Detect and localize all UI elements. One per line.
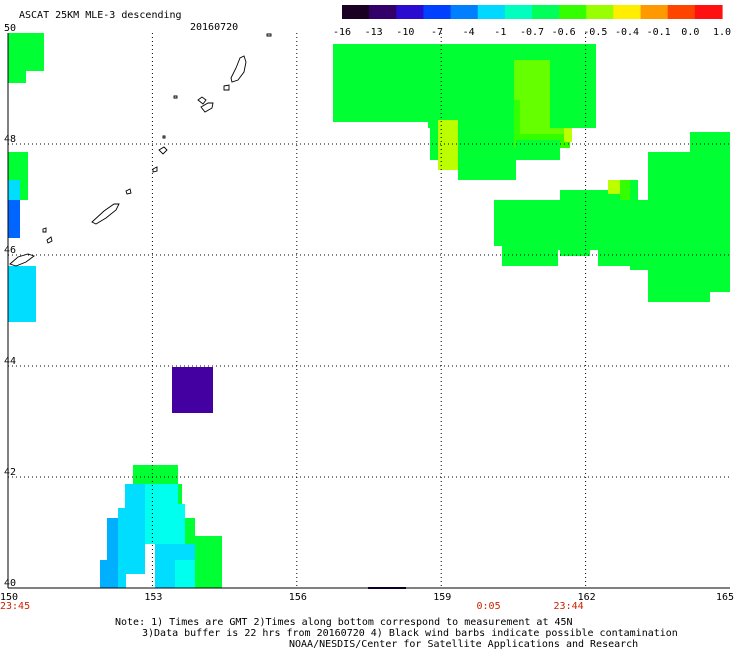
- lon-tick-label: 156: [289, 592, 307, 603]
- colorbar-swatch: [694, 5, 723, 19]
- lon-tick-label: 165: [716, 592, 734, 603]
- wind-data-pixels: [8, 33, 730, 589]
- data-pixel: [195, 536, 222, 588]
- product-date: 20160720: [190, 22, 238, 33]
- colorbar: -16 -13 -10 -7 -4 -1 -0.7 -0.6 -0.5 -0.4 -0.1 0.0 1.…: [333, 5, 731, 38]
- colorbar-swatch: [640, 5, 669, 19]
- data-pixel: [516, 140, 560, 160]
- data-pixel: [8, 33, 44, 71]
- colorbar-label: 0.0: [681, 27, 699, 38]
- data-pixel: [8, 71, 26, 83]
- lat-tick-label: 46: [4, 245, 16, 256]
- data-pixel: [145, 504, 185, 544]
- colorbar-label: -13: [365, 27, 383, 38]
- data-pixel: [550, 44, 596, 128]
- colorbar-swatch: [559, 5, 587, 19]
- axis-tick-labels: 150 153 156 159 162 165 50 48 46 44 42 40: [0, 23, 734, 603]
- data-pixel: [494, 200, 538, 246]
- data-pixel: [8, 180, 20, 200]
- data-pixel: [100, 560, 118, 588]
- colorbar-swatch: [504, 5, 533, 19]
- colorbar-label: -1: [494, 27, 506, 38]
- data-pixel: [125, 484, 145, 574]
- colorbar-label: -0.1: [647, 27, 671, 38]
- colorbar-swatch: [450, 5, 479, 19]
- colorbar-label: -7: [431, 27, 443, 38]
- time-label: 23:45: [0, 601, 30, 612]
- time-label: 0:05: [477, 601, 501, 612]
- colorbar-label: -16: [333, 27, 351, 38]
- colorbar-label: -0.6: [552, 27, 576, 38]
- colorbar-swatch: [477, 5, 506, 19]
- data-pixel: [710, 266, 730, 286]
- data-pixel: [372, 78, 428, 122]
- coastline: [9, 33, 272, 267]
- product-title: ASCAT 25KM MLE-3 descending: [19, 10, 182, 21]
- data-pixel: [8, 152, 28, 180]
- lon-tick-label: 153: [144, 592, 162, 603]
- lat-tick-label: 44: [4, 356, 16, 367]
- lat-tick-label: 42: [4, 467, 16, 478]
- data-pixel: [20, 180, 28, 200]
- lat-tick-label: 48: [4, 134, 16, 145]
- lat-lon-grid: [8, 33, 730, 588]
- data-pixel: [333, 44, 378, 122]
- time-labels: 23:45 0:05 23:44: [0, 601, 584, 612]
- data-pixel: [118, 508, 126, 588]
- colorbar-label: -0.4: [615, 27, 639, 38]
- data-pixel: [608, 180, 622, 194]
- data-pixel: [648, 266, 710, 302]
- lat-tick-label: 40: [4, 578, 16, 589]
- colorbar-swatch: [532, 5, 560, 19]
- lon-tick-label: 150: [0, 592, 18, 603]
- colorbar-label: -0.7: [520, 27, 544, 38]
- data-pixel: [8, 200, 20, 238]
- colorbar-label: 1.0: [713, 27, 731, 38]
- data-pixel: [172, 367, 213, 413]
- colorbar-swatch: [369, 5, 397, 19]
- data-pixel: [620, 180, 630, 200]
- lon-tick-label: 162: [578, 592, 596, 603]
- lon-tick-label: 159: [433, 592, 451, 603]
- data-pixel: [8, 266, 36, 322]
- time-label: 23:44: [554, 601, 584, 612]
- data-pixel: [438, 120, 458, 170]
- data-pixel: [145, 484, 180, 504]
- colorbar-label: -10: [396, 27, 414, 38]
- note-line-3: NOAA/NESDIS/Center for Satellite Applica…: [289, 639, 639, 650]
- colorbar-swatch: [342, 5, 370, 19]
- note-line-1: Note: 1) Times are GMT 2)Times along bot…: [115, 617, 573, 628]
- colorbar-swatch: [396, 5, 425, 19]
- colorbar-label: -0.5: [583, 27, 607, 38]
- note-line-2: 3)Data buffer is 22 hrs from 20160720 4)…: [142, 628, 678, 639]
- data-pixel: [690, 132, 730, 292]
- colorbar-swatch: [613, 5, 642, 19]
- data-pixel: [564, 120, 572, 142]
- colorbar-swatch: [586, 5, 615, 19]
- data-pixel: [178, 484, 182, 518]
- colorbar-swatch: [423, 5, 452, 19]
- colorbar-label: -4: [463, 27, 475, 38]
- lat-tick-label: 50: [4, 23, 16, 34]
- data-pixel: [175, 560, 195, 588]
- colorbar-swatch: [667, 5, 696, 19]
- data-pixel: [470, 130, 516, 180]
